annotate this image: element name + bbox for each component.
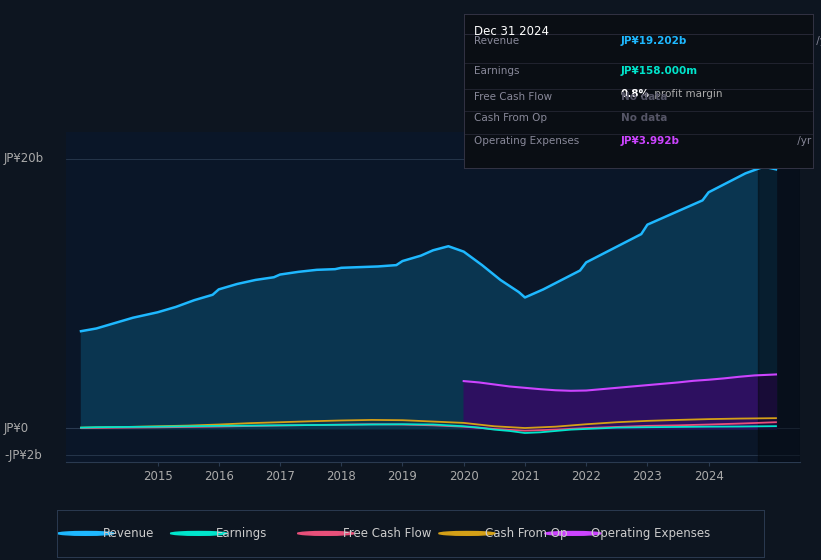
Text: No data: No data xyxy=(621,92,667,102)
Bar xyxy=(758,132,800,462)
Text: Dec 31 2024: Dec 31 2024 xyxy=(475,25,549,38)
Circle shape xyxy=(544,531,601,535)
Text: Revenue: Revenue xyxy=(103,527,154,540)
Text: profit margin: profit margin xyxy=(650,88,722,99)
Text: JP¥158.000m: JP¥158.000m xyxy=(621,66,698,76)
Text: Cash From Op: Cash From Op xyxy=(475,113,548,123)
Text: Revenue: Revenue xyxy=(475,36,520,46)
Text: JP¥19.202b: JP¥19.202b xyxy=(621,36,687,46)
Text: Earnings: Earnings xyxy=(475,66,520,76)
Circle shape xyxy=(297,531,354,535)
Text: /yr: /yr xyxy=(813,36,821,46)
Circle shape xyxy=(57,531,114,535)
Text: JP¥3.992b: JP¥3.992b xyxy=(621,137,680,147)
Text: Operating Expenses: Operating Expenses xyxy=(590,527,710,540)
Text: Cash From Op: Cash From Op xyxy=(484,527,567,540)
Text: 0.8%: 0.8% xyxy=(621,88,650,99)
Text: JP¥0: JP¥0 xyxy=(4,422,30,435)
Text: Operating Expenses: Operating Expenses xyxy=(475,137,580,147)
Circle shape xyxy=(171,531,227,535)
Text: /yr: /yr xyxy=(794,137,811,147)
Circle shape xyxy=(438,531,495,535)
Text: -JP¥2b: -JP¥2b xyxy=(4,449,42,462)
Text: Free Cash Flow: Free Cash Flow xyxy=(475,92,553,102)
Text: Earnings: Earnings xyxy=(217,527,268,540)
Text: JP¥20b: JP¥20b xyxy=(4,152,44,165)
Text: Free Cash Flow: Free Cash Flow xyxy=(343,527,432,540)
Text: No data: No data xyxy=(621,113,667,123)
